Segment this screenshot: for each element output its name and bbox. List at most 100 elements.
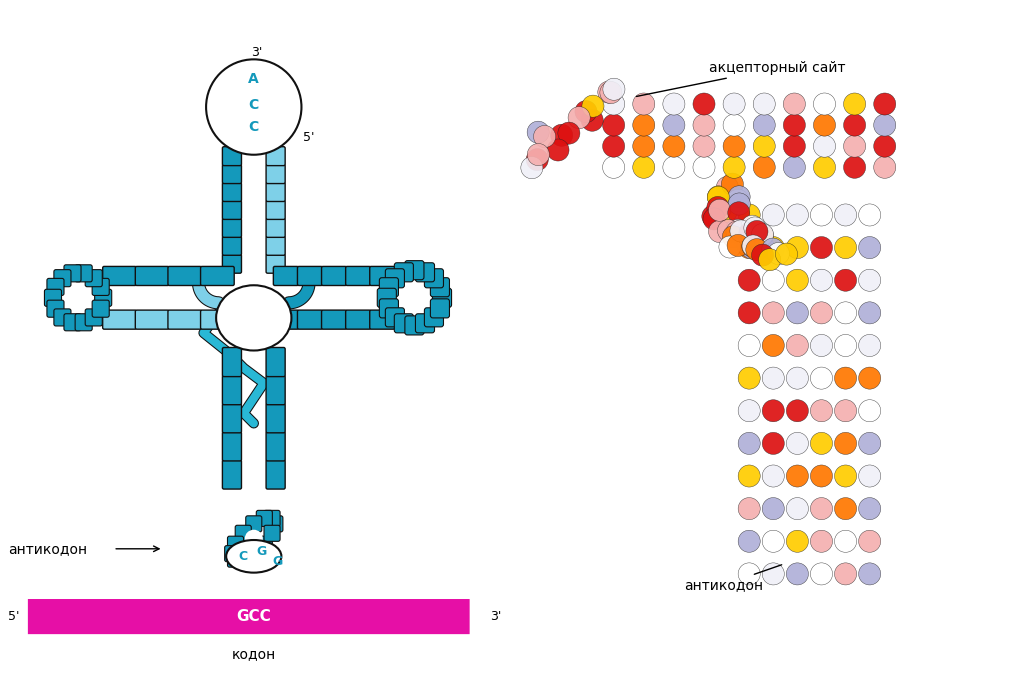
Circle shape <box>752 223 774 246</box>
FancyBboxPatch shape <box>266 376 285 405</box>
Circle shape <box>727 219 749 242</box>
FancyBboxPatch shape <box>415 263 435 282</box>
Text: G: G <box>256 545 266 557</box>
Circle shape <box>633 114 654 136</box>
FancyBboxPatch shape <box>321 267 346 285</box>
Text: 5': 5' <box>303 131 315 143</box>
Circle shape <box>738 302 760 324</box>
Circle shape <box>693 156 715 178</box>
Circle shape <box>603 78 625 100</box>
FancyBboxPatch shape <box>321 310 346 329</box>
FancyBboxPatch shape <box>223 404 241 433</box>
Circle shape <box>245 530 262 548</box>
Circle shape <box>786 400 808 422</box>
Circle shape <box>738 432 760 454</box>
Circle shape <box>723 93 746 115</box>
Circle shape <box>738 465 760 487</box>
Circle shape <box>767 242 789 264</box>
Circle shape <box>707 196 729 219</box>
Circle shape <box>776 243 797 265</box>
FancyBboxPatch shape <box>136 310 169 329</box>
Circle shape <box>707 186 729 208</box>
FancyBboxPatch shape <box>47 278 64 295</box>
Circle shape <box>762 302 784 324</box>
Circle shape <box>762 530 784 553</box>
Text: антикодон: антикодон <box>684 564 782 592</box>
Circle shape <box>835 302 857 324</box>
Circle shape <box>859 530 880 553</box>
Circle shape <box>603 93 625 115</box>
FancyBboxPatch shape <box>64 264 81 282</box>
Circle shape <box>835 432 857 454</box>
Circle shape <box>810 335 833 356</box>
FancyBboxPatch shape <box>45 290 62 306</box>
FancyBboxPatch shape <box>223 147 241 166</box>
Circle shape <box>754 156 775 178</box>
Circle shape <box>598 81 620 103</box>
FancyBboxPatch shape <box>266 404 285 433</box>
Circle shape <box>786 237 808 259</box>
Circle shape <box>786 367 808 389</box>
Circle shape <box>873 93 895 115</box>
Circle shape <box>762 204 784 226</box>
Circle shape <box>738 498 760 520</box>
Circle shape <box>859 204 880 226</box>
Circle shape <box>783 135 805 157</box>
FancyBboxPatch shape <box>223 200 241 219</box>
Circle shape <box>859 498 880 520</box>
Circle shape <box>783 156 805 178</box>
FancyBboxPatch shape <box>256 510 272 526</box>
Circle shape <box>693 135 715 157</box>
Circle shape <box>810 237 833 259</box>
FancyBboxPatch shape <box>223 237 241 255</box>
Text: GCC: GCC <box>236 609 271 624</box>
Circle shape <box>752 236 774 258</box>
Circle shape <box>752 244 774 266</box>
FancyBboxPatch shape <box>54 309 71 326</box>
FancyBboxPatch shape <box>266 432 285 461</box>
Circle shape <box>810 530 833 553</box>
Circle shape <box>727 189 750 212</box>
FancyBboxPatch shape <box>266 182 285 201</box>
Circle shape <box>527 121 549 143</box>
Circle shape <box>723 135 746 157</box>
Circle shape <box>738 400 760 422</box>
Circle shape <box>663 114 685 136</box>
Circle shape <box>702 205 724 228</box>
FancyBboxPatch shape <box>223 347 241 377</box>
FancyBboxPatch shape <box>92 278 109 295</box>
Circle shape <box>603 114 625 136</box>
Circle shape <box>835 498 857 520</box>
Circle shape <box>786 269 808 291</box>
Circle shape <box>693 93 715 115</box>
FancyBboxPatch shape <box>424 269 444 288</box>
Circle shape <box>835 204 857 226</box>
Circle shape <box>844 114 866 136</box>
Circle shape <box>738 335 760 356</box>
Circle shape <box>786 563 808 585</box>
FancyBboxPatch shape <box>266 516 283 532</box>
Circle shape <box>581 109 603 132</box>
Circle shape <box>835 269 857 291</box>
FancyBboxPatch shape <box>94 290 111 306</box>
Circle shape <box>703 208 725 230</box>
Circle shape <box>762 269 784 291</box>
Circle shape <box>738 269 760 291</box>
FancyBboxPatch shape <box>266 147 285 166</box>
Circle shape <box>663 135 685 157</box>
Circle shape <box>762 432 784 454</box>
Circle shape <box>813 93 836 115</box>
FancyBboxPatch shape <box>370 267 395 285</box>
FancyBboxPatch shape <box>223 460 241 489</box>
FancyBboxPatch shape <box>64 314 81 331</box>
Circle shape <box>859 563 880 585</box>
Circle shape <box>738 367 760 389</box>
Circle shape <box>742 215 763 237</box>
FancyBboxPatch shape <box>405 316 424 335</box>
Circle shape <box>844 135 866 157</box>
Circle shape <box>728 186 751 208</box>
FancyBboxPatch shape <box>75 314 92 331</box>
Circle shape <box>813 135 836 157</box>
FancyBboxPatch shape <box>228 551 243 567</box>
FancyBboxPatch shape <box>201 267 234 285</box>
